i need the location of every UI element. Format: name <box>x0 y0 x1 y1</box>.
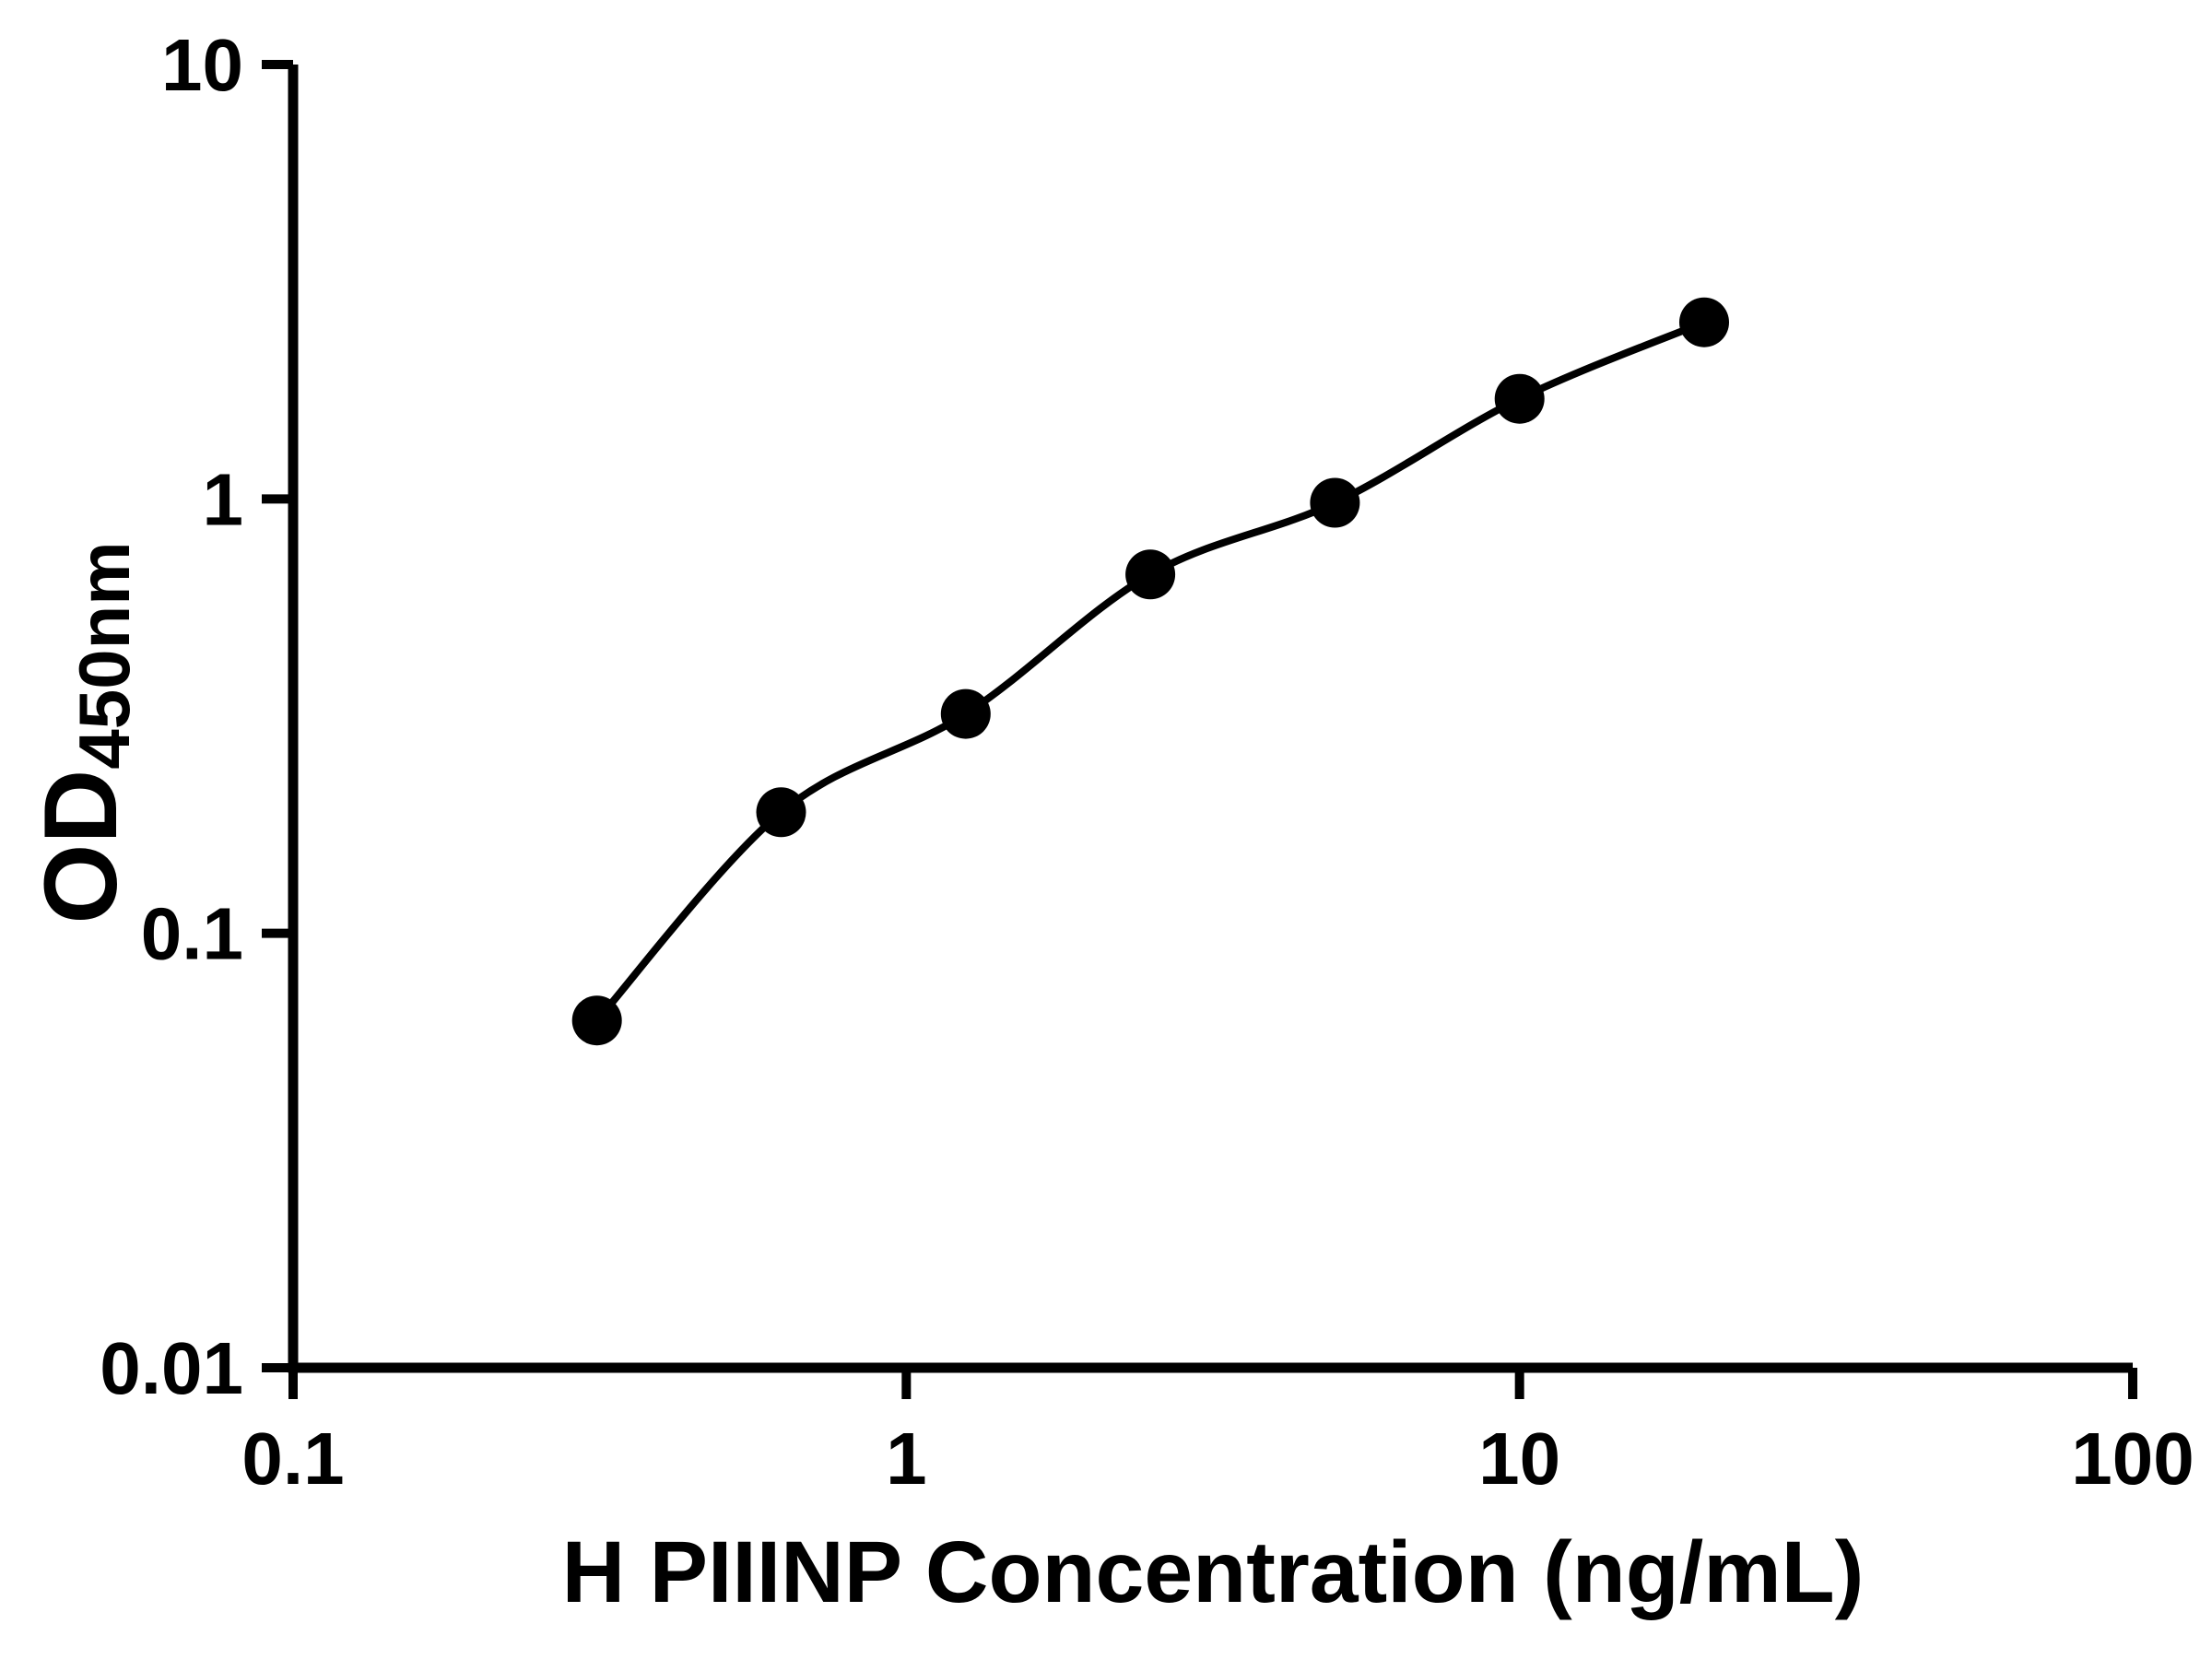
y-axis-title-main: OD <box>23 769 138 924</box>
axes <box>288 65 2133 1373</box>
y-axis-title-sub: 450nm <box>64 541 145 770</box>
data-point <box>1679 297 1729 347</box>
x-axis-title: H PIIINP Concentration (ng/mL) <box>561 1524 1865 1621</box>
x-tick-label: 100 <box>2071 1418 2194 1500</box>
data-point <box>1125 549 1176 600</box>
data-point <box>756 787 806 838</box>
x-tick-label: 1 <box>886 1418 927 1500</box>
data-point <box>1310 477 1360 528</box>
y-tick-label: 0.1 <box>141 893 243 975</box>
x-tick-label: 0.1 <box>241 1418 344 1500</box>
y-tick-label: 0.01 <box>100 1327 243 1409</box>
data-point <box>571 995 622 1046</box>
data-point <box>940 688 991 739</box>
y-tick-label: 1 <box>203 458 244 540</box>
x-tick-label: 10 <box>1478 1418 1560 1500</box>
y-tick-label: 10 <box>161 24 243 106</box>
curve-line <box>594 319 1706 1023</box>
y-axis-title: OD450nm <box>23 541 145 924</box>
data-point <box>1494 373 1545 424</box>
